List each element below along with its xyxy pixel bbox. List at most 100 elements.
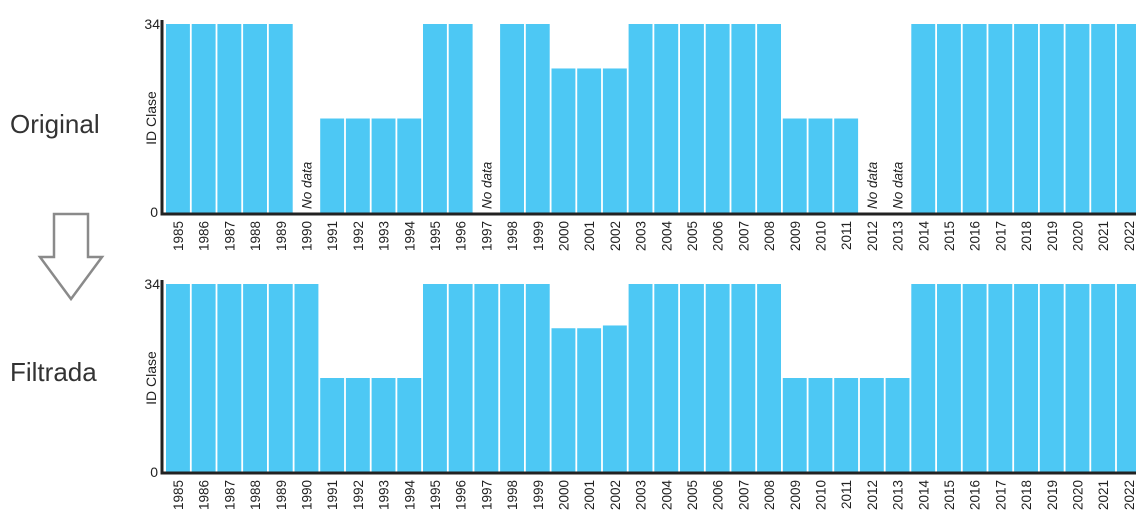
x-tick-label-1991: 1991 xyxy=(325,221,340,251)
x-tick-label-2019: 2019 xyxy=(1045,480,1060,510)
x-tick-label-2005: 2005 xyxy=(685,221,700,251)
bar-2007 xyxy=(731,284,756,472)
x-tick-label-2003: 2003 xyxy=(634,221,649,251)
x-tick-label-1986: 1986 xyxy=(197,221,212,251)
x-tick-label-1996: 1996 xyxy=(454,221,469,251)
x-tick-label-1993: 1993 xyxy=(377,221,392,251)
bar-2020 xyxy=(1065,24,1090,213)
bar-2000 xyxy=(551,328,576,472)
bar-2010 xyxy=(808,378,833,472)
y-tick-label-min: 0 xyxy=(150,464,158,480)
x-tick-label-2016: 2016 xyxy=(968,221,983,251)
bar-1987 xyxy=(217,24,242,213)
x-tick-label-2010: 2010 xyxy=(813,480,828,510)
bar-2012 xyxy=(859,378,884,472)
bar-2010 xyxy=(808,118,833,213)
bar-2011 xyxy=(834,378,859,472)
bar-2011 xyxy=(834,118,859,213)
bar-2017 xyxy=(988,24,1013,213)
x-tick-label-1997: 1997 xyxy=(479,480,494,510)
bar-1987 xyxy=(217,284,242,472)
bar-2019 xyxy=(1039,284,1064,472)
bar-1985 xyxy=(166,284,190,472)
x-tick-label-2005: 2005 xyxy=(685,480,700,510)
x-tick-label-1988: 1988 xyxy=(248,221,263,251)
bar-1988 xyxy=(243,24,267,213)
x-tick-label-1990: 1990 xyxy=(299,221,314,251)
x-tick-label-1985: 1985 xyxy=(171,221,186,251)
x-tick-label-2006: 2006 xyxy=(711,221,726,251)
bar-2000 xyxy=(551,68,576,213)
x-tick-label-1986: 1986 xyxy=(197,480,212,510)
x-tick-label-2001: 2001 xyxy=(582,221,597,251)
x-tick-label-2017: 2017 xyxy=(993,221,1008,251)
bar-1998 xyxy=(500,24,524,213)
x-tick-label-2004: 2004 xyxy=(659,480,674,511)
down-arrow-icon xyxy=(37,212,105,302)
bar-1999 xyxy=(525,24,550,213)
bar-2007 xyxy=(731,24,756,213)
x-tick-label-2012: 2012 xyxy=(865,480,880,510)
y-axis-label: ID Clase xyxy=(143,351,159,405)
x-tick-label-2022: 2022 xyxy=(1122,480,1136,510)
x-tick-label-2014: 2014 xyxy=(916,480,931,511)
x-tick-label-1990: 1990 xyxy=(299,480,314,510)
no-data-label-1990: No data xyxy=(299,161,314,209)
bar-2004 xyxy=(654,284,679,472)
x-tick-label-1999: 1999 xyxy=(531,221,546,251)
row-label-filtrada: Filtrada xyxy=(10,357,97,387)
x-tick-label-2012: 2012 xyxy=(865,221,880,251)
bar-series: No data No data No data No data xyxy=(166,24,1136,213)
x-tick-label-1987: 1987 xyxy=(222,221,237,251)
x-tick-labels: 1985 1986 1987 1988 1989 1990 1991 1992 1993 1994… xyxy=(171,480,1136,511)
x-tick-label-2003: 2003 xyxy=(634,480,649,510)
x-tick-label-2011: 2011 xyxy=(839,480,854,509)
bar-2001 xyxy=(577,328,602,472)
x-tick-label-2008: 2008 xyxy=(762,221,777,251)
x-tick-label-2021: 2021 xyxy=(1096,221,1111,251)
y-tick-label-max: 34 xyxy=(144,16,160,32)
x-tick-label-1998: 1998 xyxy=(505,221,520,251)
bar-1993 xyxy=(371,378,396,472)
bar-1986 xyxy=(191,24,216,213)
x-tick-label-1998: 1998 xyxy=(505,480,520,510)
chart-panel-original: ID Clase 34 0 No data No data No data No da… xyxy=(143,16,1136,251)
bar-2014 xyxy=(911,284,936,472)
no-data-label-1997: No data xyxy=(479,161,494,209)
bar-2008 xyxy=(757,284,781,472)
bar-2008 xyxy=(757,24,781,213)
x-tick-label-1989: 1989 xyxy=(274,480,289,510)
x-tick-label-2008: 2008 xyxy=(762,480,777,510)
bar-2018 xyxy=(1014,284,1038,472)
x-tick-label-1985: 1985 xyxy=(171,480,186,510)
bar-1988 xyxy=(243,284,267,472)
bar-1989 xyxy=(268,284,293,472)
bar-2006 xyxy=(705,24,730,213)
bar-1985 xyxy=(166,24,190,213)
bar-series xyxy=(166,284,1136,472)
bar-2003 xyxy=(628,24,653,213)
bar-2016 xyxy=(962,24,987,213)
x-tick-label-1992: 1992 xyxy=(351,221,366,251)
bar-1992 xyxy=(345,118,370,213)
x-tick-label-2022: 2022 xyxy=(1122,221,1136,251)
bar-2001 xyxy=(577,68,602,213)
bar-2004 xyxy=(654,24,679,213)
x-tick-label-2002: 2002 xyxy=(608,480,623,510)
x-tick-label-1997: 1997 xyxy=(479,221,494,251)
x-tick-label-1989: 1989 xyxy=(274,221,289,251)
bar-2005 xyxy=(680,284,704,472)
x-tick-label-1995: 1995 xyxy=(428,221,443,251)
bar-2005 xyxy=(680,24,704,213)
x-tick-label-1999: 1999 xyxy=(531,480,546,510)
x-tick-label-2020: 2020 xyxy=(1070,480,1085,510)
x-tick-label-2015: 2015 xyxy=(942,221,957,251)
bar-1996 xyxy=(448,24,473,213)
bar-2019 xyxy=(1039,24,1064,213)
x-tick-label-2019: 2019 xyxy=(1045,221,1060,251)
bar-2022 xyxy=(1116,24,1136,213)
bar-2021 xyxy=(1091,284,1116,472)
bar-2014 xyxy=(911,24,936,213)
x-tick-label-1987: 1987 xyxy=(222,480,237,510)
bar-2009 xyxy=(782,118,807,213)
